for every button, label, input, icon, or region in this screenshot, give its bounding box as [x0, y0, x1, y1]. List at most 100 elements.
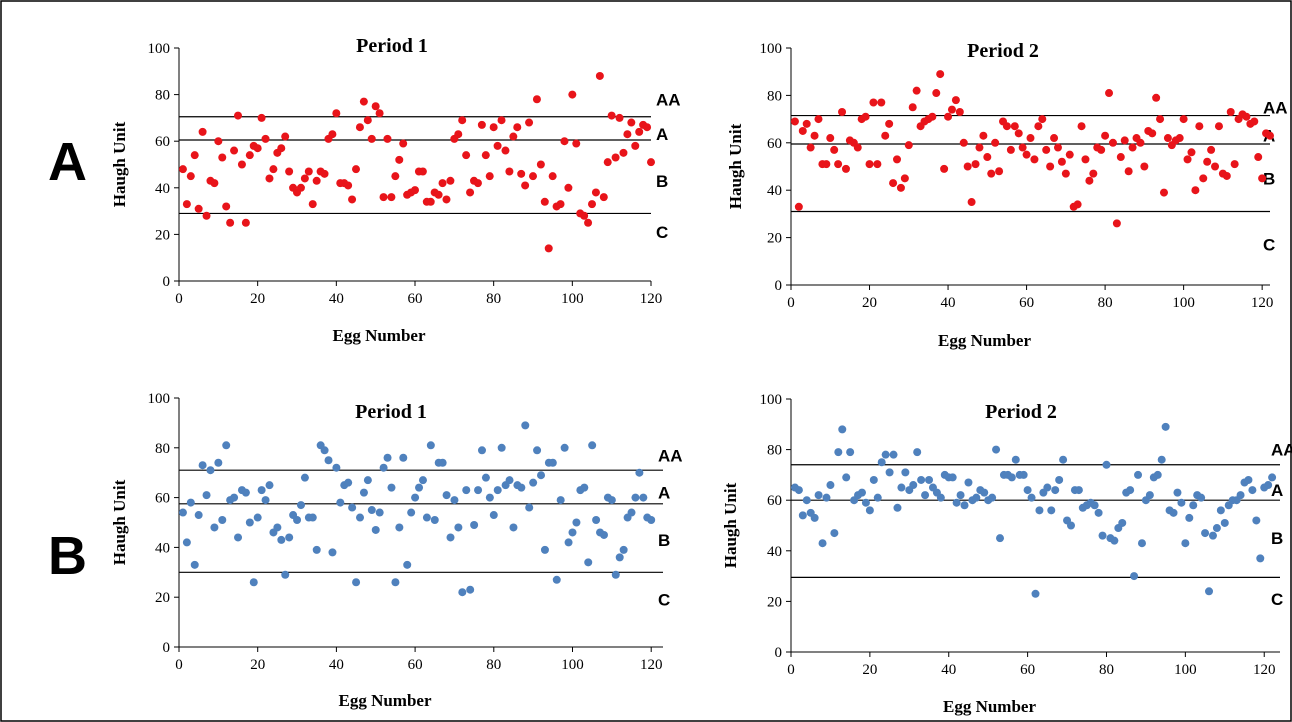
data-point: [312, 545, 321, 554]
data-point: [237, 160, 246, 169]
data-point: [1203, 157, 1212, 166]
data-point: [1090, 501, 1099, 510]
data-point: [356, 513, 365, 522]
data-point: [611, 570, 620, 579]
panel-letter-b: B: [48, 526, 87, 586]
data-point: [363, 116, 372, 125]
data-point: [830, 529, 839, 538]
data-point: [992, 445, 1001, 454]
data-point: [1059, 455, 1068, 464]
data-point: [1136, 138, 1145, 147]
data-point: [818, 539, 827, 548]
data-point: [304, 167, 313, 176]
data-point: [1038, 115, 1047, 124]
data-point: [332, 109, 341, 118]
data-point: [591, 188, 600, 197]
data-point: [560, 443, 569, 452]
data-point: [218, 153, 227, 162]
data-point: [501, 146, 510, 155]
data-point: [454, 523, 463, 532]
data-point: [885, 119, 894, 128]
data-point: [186, 172, 195, 181]
data-point: [991, 138, 1000, 147]
y-tick-label: 0: [163, 640, 171, 656]
data-point: [458, 116, 467, 125]
data-point: [647, 158, 655, 167]
data-point: [1108, 138, 1117, 147]
data-point: [1137, 539, 1146, 548]
data-point: [834, 160, 843, 169]
data-point: [1177, 498, 1186, 507]
data-point: [1244, 475, 1253, 484]
data-point: [300, 174, 309, 183]
data-point: [932, 89, 941, 98]
data-point: [1105, 89, 1114, 98]
data-point: [896, 183, 905, 192]
data-point: [802, 496, 811, 505]
data-point: [430, 516, 439, 525]
data-point: [615, 553, 624, 562]
data-point: [182, 200, 191, 209]
data-point: [533, 446, 542, 455]
data-point: [359, 97, 368, 106]
data-point: [481, 473, 490, 482]
data-point: [873, 493, 882, 502]
data-point: [269, 165, 278, 174]
y-tick-label: 80: [155, 88, 170, 104]
data-point: [241, 218, 250, 227]
x-tick-label: 0: [787, 662, 795, 678]
data-point: [418, 167, 427, 176]
data-point: [952, 498, 961, 507]
data-point: [249, 578, 258, 587]
data-point: [529, 478, 538, 487]
data-point: [497, 116, 506, 125]
data-point: [1074, 486, 1083, 495]
data-point: [226, 218, 235, 227]
data-point: [1211, 162, 1220, 171]
grade-label-a: A: [658, 484, 670, 503]
data-point: [391, 578, 400, 587]
data-point: [639, 493, 648, 502]
data-point: [214, 458, 223, 467]
data-point: [1085, 176, 1094, 185]
grade-label-b: B: [656, 172, 668, 191]
data-point: [1254, 153, 1263, 162]
x-tick-label: 20: [862, 662, 877, 678]
data-point: [257, 486, 266, 495]
data-point: [1212, 524, 1221, 533]
data-point: [967, 198, 976, 207]
grade-label-c: C: [656, 223, 668, 242]
data-point: [1256, 554, 1265, 563]
data-point: [1006, 145, 1015, 154]
data-point: [964, 478, 973, 487]
x-tick-label: 60: [1020, 662, 1035, 678]
data-point: [1124, 167, 1133, 176]
data-point: [841, 164, 850, 173]
x-tick-label: 0: [787, 295, 795, 311]
data-point: [206, 466, 215, 475]
data-point: [1179, 115, 1188, 124]
data-point: [525, 503, 534, 512]
data-point: [348, 195, 357, 204]
y-tick-label: 40: [767, 183, 782, 199]
x-tick-label: 80: [1098, 295, 1113, 311]
data-point: [822, 493, 831, 502]
x-tick-label: 60: [408, 291, 423, 307]
data-point: [222, 202, 231, 211]
data-point: [1130, 572, 1139, 581]
y-tick-label: 80: [767, 443, 782, 459]
data-point: [607, 496, 616, 505]
data-point: [324, 456, 333, 465]
data-point: [877, 458, 886, 467]
data-point: [525, 118, 534, 127]
y-tick-label: 60: [155, 491, 170, 507]
data-point: [865, 506, 874, 515]
data-point: [580, 483, 589, 492]
data-point: [631, 493, 640, 502]
y-tick-label: 100: [760, 41, 783, 57]
grade-label-aa: AA: [1271, 441, 1292, 460]
data-point: [438, 179, 447, 188]
data-point: [336, 498, 345, 507]
data-point: [222, 441, 231, 450]
data-point: [564, 538, 573, 547]
